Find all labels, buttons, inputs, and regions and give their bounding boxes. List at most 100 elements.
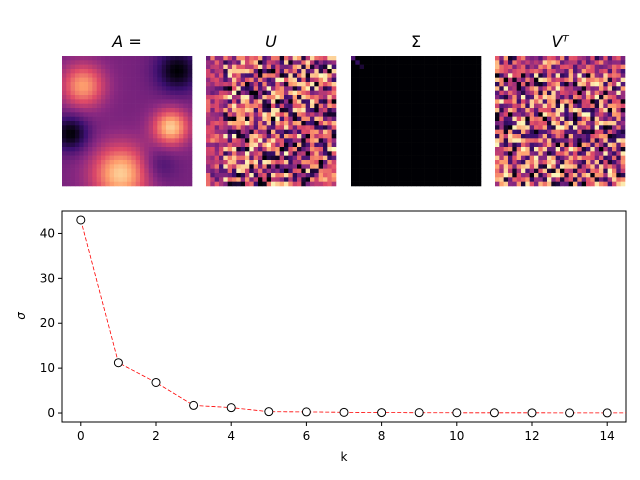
- matrix-cell: [105, 77, 110, 83]
- matrix-cell: [210, 125, 215, 130]
- matrix-cell: [266, 90, 272, 96]
- matrix-cell: [206, 138, 211, 143]
- matrix-cell: [153, 103, 158, 109]
- matrix-cell: [394, 77, 399, 83]
- matrix-cell: [442, 177, 447, 182]
- matrix-cell: [560, 103, 565, 109]
- matrix-cell: [232, 147, 237, 152]
- matrix-cell: [455, 60, 460, 65]
- matrix-cell: [368, 160, 373, 165]
- matrix-cell: [433, 116, 438, 122]
- matrix-cell: [612, 151, 617, 156]
- matrix-cell: [403, 73, 408, 78]
- matrix-cell: [355, 160, 360, 165]
- matrix-cell: [166, 90, 171, 96]
- matrix-cell: [236, 77, 241, 83]
- matrix-cell: [516, 56, 522, 61]
- matrix-cell: [385, 82, 391, 87]
- matrix-cell: [161, 95, 167, 100]
- matrix-cell: [429, 112, 434, 117]
- matrix-cell: [262, 129, 267, 135]
- matrix-cell: [236, 168, 241, 174]
- matrix-cell: [442, 99, 447, 104]
- matrix-cell: [297, 121, 302, 126]
- matrix-cell: [495, 181, 500, 187]
- matrix-cell: [96, 173, 102, 178]
- matrix-cell: [534, 95, 539, 100]
- matrix-cell: [351, 177, 356, 182]
- matrix-cell: [66, 64, 71, 70]
- matrix-cell: [187, 142, 193, 148]
- matrix-cell: [232, 73, 237, 78]
- matrix-cell: [144, 129, 149, 135]
- matrix-cell: [266, 108, 272, 113]
- matrix-cell: [101, 56, 106, 61]
- matrix-cell: [323, 77, 328, 83]
- matrix-cell: [210, 60, 215, 65]
- matrix-cell: [407, 151, 412, 156]
- matrix-cell: [512, 168, 517, 174]
- matrix-cell: [472, 112, 477, 117]
- matrix-cell: [616, 138, 621, 143]
- matrix-cell: [403, 138, 408, 143]
- matrix-cell: [262, 82, 267, 87]
- matrix-cell: [411, 95, 417, 100]
- matrix-cell: [271, 138, 276, 143]
- matrix-cell: [450, 99, 456, 104]
- matrix-cell: [433, 147, 438, 152]
- matrix-cell: [206, 73, 211, 78]
- matrix-cell: [459, 112, 464, 117]
- matrix-cell: [590, 77, 595, 83]
- matrix-cell: [512, 60, 517, 65]
- matrix-cell: [564, 147, 569, 152]
- matrix-cell: [476, 90, 482, 96]
- matrix-cell: [214, 95, 220, 100]
- matrix-cell: [266, 86, 272, 91]
- matrix-cell: [314, 155, 319, 161]
- matrix-cell: [105, 112, 110, 117]
- matrix-cell: [551, 142, 556, 148]
- matrix-cell: [135, 73, 141, 78]
- matrix-cell: [174, 129, 180, 135]
- matrix-cell: [79, 99, 84, 104]
- matrix-cell: [271, 60, 276, 65]
- matrix-cell: [105, 125, 110, 130]
- matrix-cell: [442, 103, 447, 109]
- matrix-cell: [288, 69, 293, 74]
- matrix-cell: [292, 112, 298, 117]
- matrix-cell: [70, 134, 76, 139]
- matrix-cell: [521, 129, 526, 135]
- matrix-cell: [179, 147, 184, 152]
- matrix-cell: [275, 108, 280, 113]
- matrix-cell: [135, 151, 141, 156]
- matrix-cell: [372, 160, 378, 165]
- matrix-cell: [398, 151, 404, 156]
- matrix-cell: [179, 60, 184, 65]
- matrix-cell: [446, 125, 451, 130]
- matrix-cell: [433, 77, 438, 83]
- matrix-cell: [573, 86, 578, 91]
- matrix-cell: [607, 77, 613, 83]
- matrix-cell: [463, 64, 469, 70]
- matrix-cell: [403, 82, 408, 87]
- matrix-cell: [577, 116, 582, 122]
- matrix-cell: [66, 121, 71, 126]
- matrix-cell: [75, 155, 80, 161]
- matrix-cell: [92, 86, 97, 91]
- matrix-cell: [144, 138, 149, 143]
- matrix-cell: [442, 173, 447, 178]
- matrix-cell: [240, 86, 246, 91]
- matrix-cell: [620, 168, 626, 174]
- matrix-cell: [88, 168, 93, 174]
- matrix-cell: [355, 112, 360, 117]
- matrix-cell: [364, 125, 369, 130]
- matrix-cell: [594, 95, 600, 100]
- matrix-cell: [327, 125, 332, 130]
- matrix-cell: [368, 56, 373, 61]
- matrix-cell: [534, 164, 539, 169]
- matrix-cell: [503, 125, 509, 130]
- matrix-cell: [210, 112, 215, 117]
- matrix-cell: [101, 160, 106, 165]
- matrix-cell: [420, 82, 425, 87]
- matrix-cell: [206, 69, 211, 74]
